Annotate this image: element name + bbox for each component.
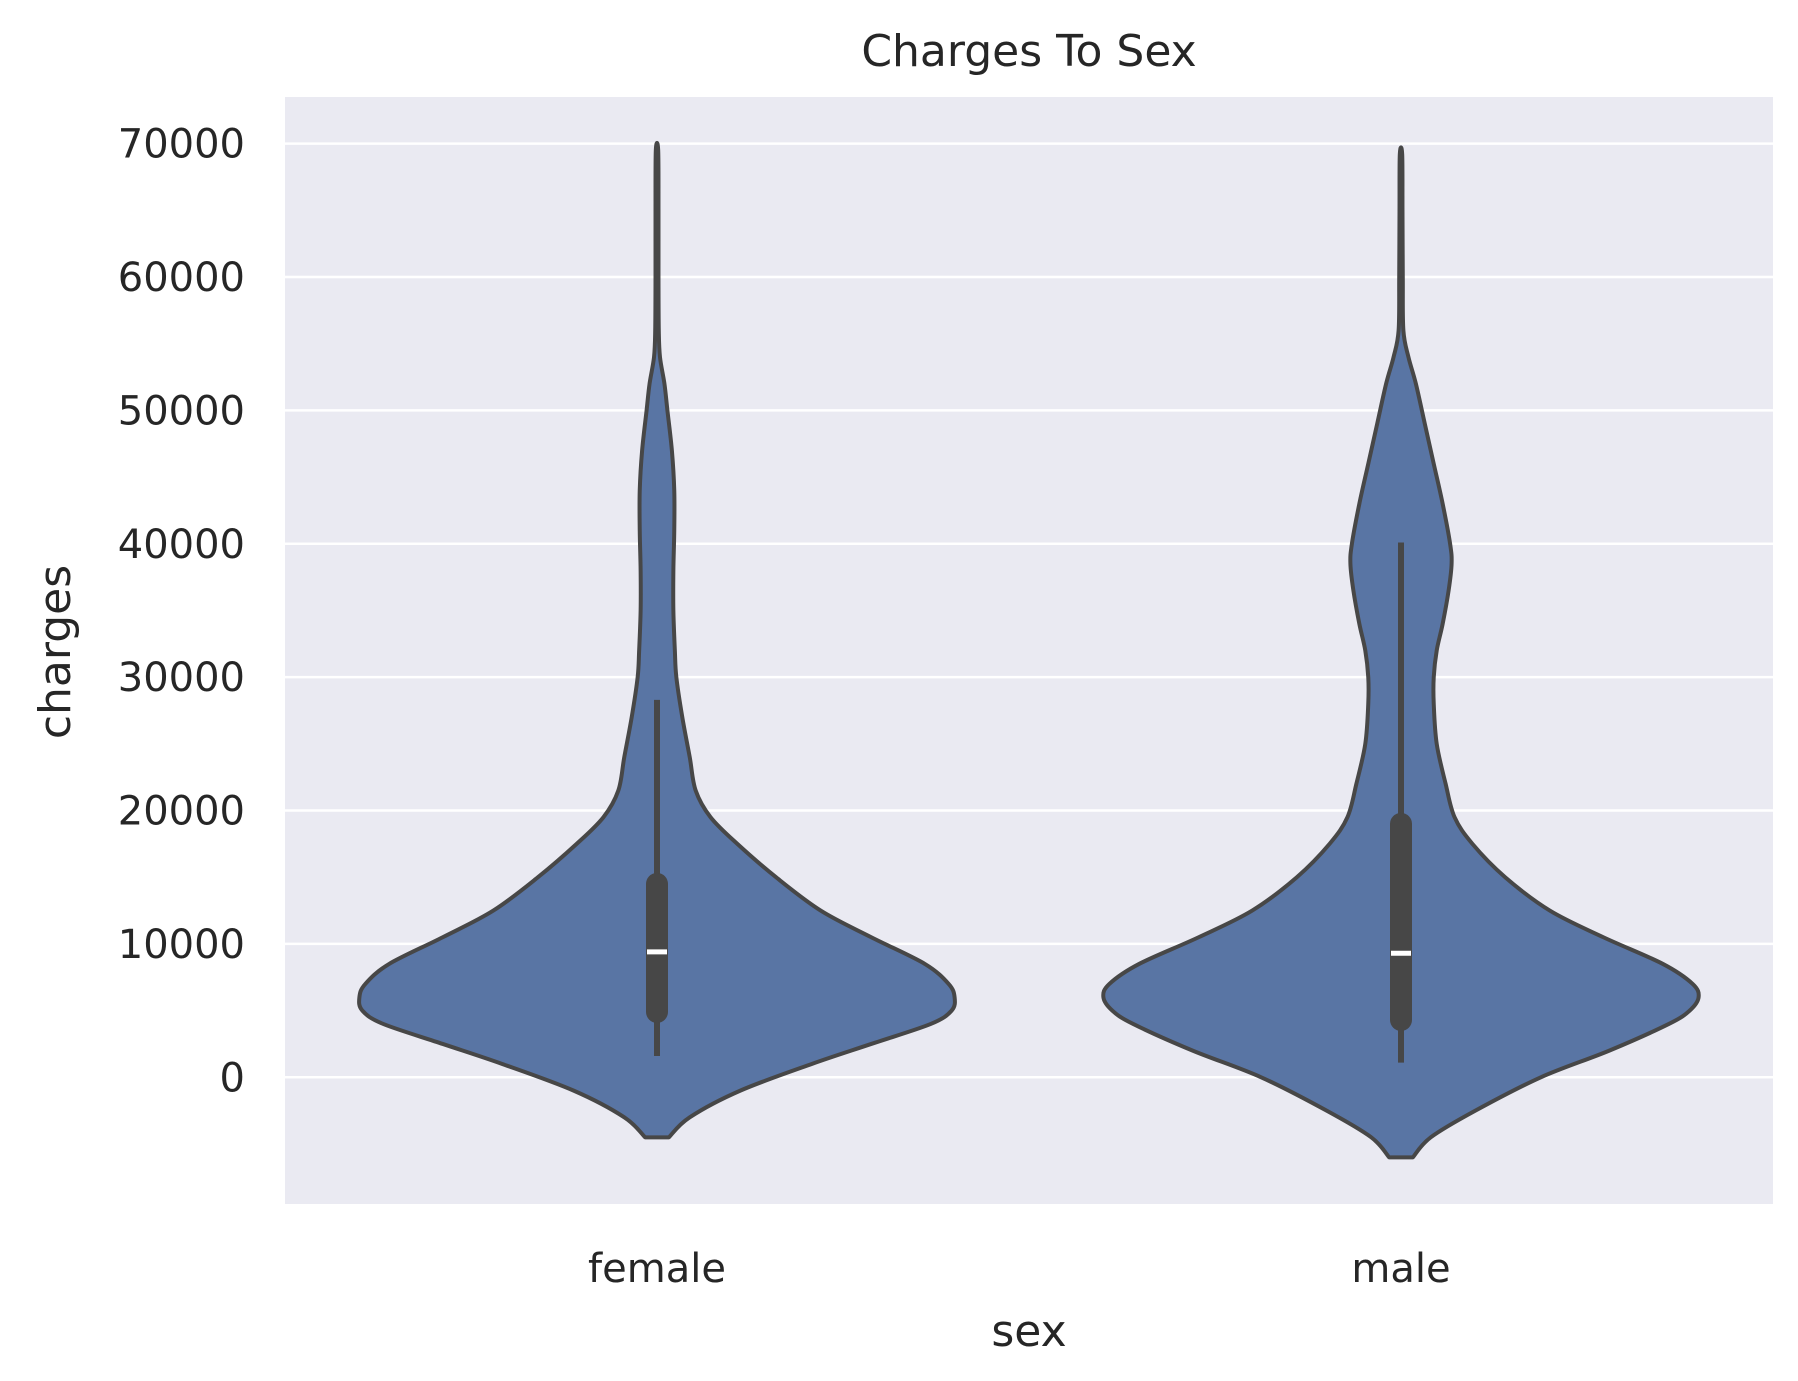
violin-body-female [357,140,957,1140]
violin-male [1101,145,1701,1160]
y-tick-label: 70000 [118,122,245,168]
x-tick-label: male [1351,1246,1450,1292]
y-tick-label: 40000 [118,522,245,568]
y-tick-labels: 0 10000 20000 30000 40000 50000 60000 70000 [118,122,245,1102]
x-tick-label: female [588,1246,726,1292]
y-axis-title: charges [30,565,81,739]
y-tick-label: 20000 [118,789,245,835]
violin-female [357,140,957,1140]
y-tick-label: 0 [220,1055,245,1101]
y-tick-label: 10000 [118,922,245,968]
chart-title: Charges To Sex [861,26,1196,77]
violins [357,140,1701,1160]
y-tick-label: 50000 [118,388,245,434]
y-tick-label: 60000 [118,255,245,301]
y-tick-label: 30000 [118,655,245,701]
x-tick-labels: female male [588,1246,1451,1292]
x-axis-title: sex [991,1306,1066,1357]
